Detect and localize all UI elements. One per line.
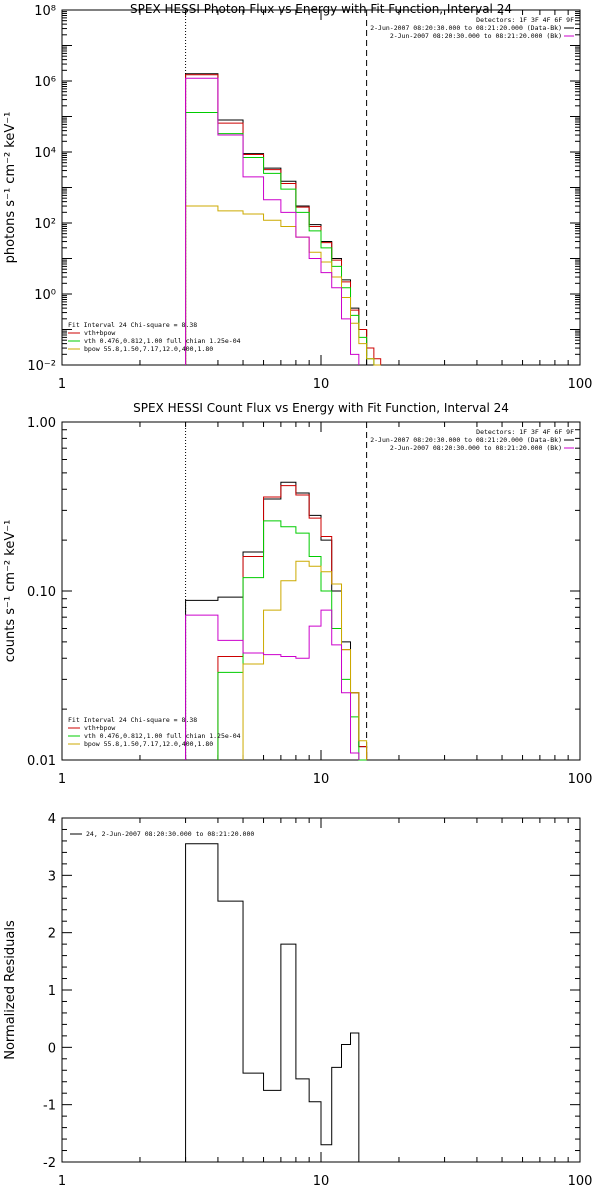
legend-right-0: Detectors: 1F 3F 4F 6F 9F <box>476 16 574 24</box>
y-tick-label: 0 <box>48 1041 56 1056</box>
x-tick-label: 10 <box>313 1174 330 1189</box>
series-vth-histogram <box>185 111 375 365</box>
series-data-histogram <box>185 73 368 365</box>
y-tick-label: 10⁴ <box>34 146 56 161</box>
y-tick-label: -1 <box>43 1099 56 1114</box>
x-tick-label: 1 <box>58 377 66 392</box>
x-tick-label: 100 <box>568 377 593 392</box>
y-axis-label-2: Normalized Residuals <box>3 920 18 1060</box>
y-tick-label: 1.00 <box>27 416 56 431</box>
legend-right-1: 2-Jun-2007 08:20:30.000 to 08:21:20.000 … <box>370 436 562 444</box>
y-tick-label: 10⁰ <box>34 288 56 303</box>
legend-left-3: bpow 55.8,1.50,7.17,12.0,400,1.80 <box>84 345 213 353</box>
y-tick-label: 1 <box>48 984 56 999</box>
legend-left-0: Fit Interval 24 Chi-square = 8.38 <box>68 716 197 724</box>
legend-left-3: bpow 55.8,1.50,7.17,12.0,400,1.80 <box>84 740 213 748</box>
y-tick-label: 2 <box>48 927 56 942</box>
legend-right-0: Detectors: 1F 3F 4F 6F 9F <box>476 428 574 436</box>
legend-right-2: 2-Jun-2007 08:20:30.000 to 08:21:20.000 … <box>390 32 562 40</box>
y-tick-label: 3 <box>48 869 56 884</box>
legend-left-0: 24, 2-Jun-2007 08:20:30.000 to 08:21:20.… <box>86 830 254 838</box>
series-bk-histogram <box>185 77 360 365</box>
legend-right-1: 2-Jun-2007 08:20:30.000 to 08:21:20.000 … <box>370 24 562 32</box>
y-axis-label-0: photons s⁻¹ cm⁻² keV⁻¹ <box>3 112 18 264</box>
y-tick-label: 0.01 <box>27 754 56 769</box>
chart-title-1: SPEX HESSI Count Flux vs Energy with Fit… <box>133 401 509 415</box>
series-bpow-histogram <box>242 560 368 760</box>
series-bpow-histogram <box>185 205 381 366</box>
series-bk-histogram <box>185 609 360 760</box>
y-tick-label: -2 <box>43 1156 56 1171</box>
y-tick-label: 10⁶ <box>34 75 56 90</box>
y-tick-label: 10² <box>34 217 56 232</box>
legend-left-1: vth+bpow <box>84 724 115 732</box>
x-tick-label: 1 <box>58 1174 66 1189</box>
legend-left-2: vth 0.476,0.812,1.00 full chian 1.25e-04 <box>84 732 241 740</box>
x-tick-label: 1 <box>58 772 66 787</box>
series-data-histogram <box>185 481 368 760</box>
x-tick-label: 100 <box>568 1174 593 1189</box>
legend-left-2: vth 0.476,0.812,1.00 full chian 1.25e-04 <box>84 337 241 345</box>
series-total-histogram <box>185 74 382 365</box>
series-data-histogram <box>185 843 360 1162</box>
y-tick-label: 4 <box>48 812 56 827</box>
legend-left-0: Fit Interval 24 Chi-square = 8.38 <box>68 321 197 329</box>
plot-frame-0 <box>61 9 581 366</box>
x-tick-label: 100 <box>568 772 593 787</box>
y-axis-label-1: counts s⁻¹ cm⁻² keV⁻¹ <box>3 520 18 663</box>
y-tick-label: 10⁸ <box>34 4 56 19</box>
chart-title-0: SPEX HESSI Photon Flux vs Energy with Fi… <box>130 2 512 16</box>
legend-left-1: vth+bpow <box>84 329 115 337</box>
x-tick-label: 10 <box>313 377 330 392</box>
y-tick-label: 10⁻² <box>27 359 56 374</box>
y-tick-label: 0.10 <box>27 585 56 600</box>
legend-right-2: 2-Jun-2007 08:20:30.000 to 08:21:20.000 … <box>390 444 562 452</box>
x-tick-label: 10 <box>313 772 330 787</box>
